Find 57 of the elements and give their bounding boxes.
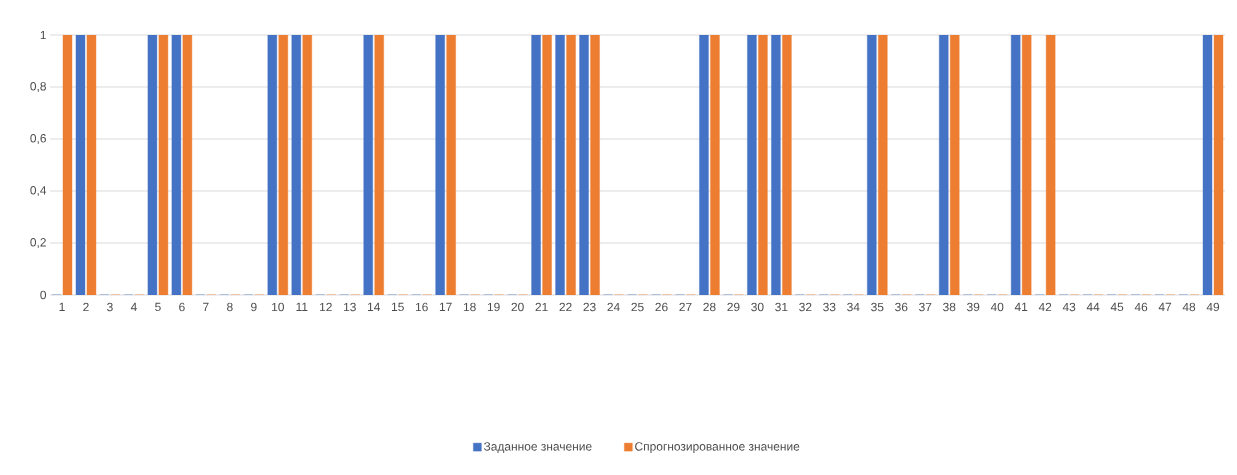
x-tick-label: 28 bbox=[703, 302, 716, 312]
x-tick-label: 32 bbox=[799, 302, 812, 312]
x-tick-label: 17 bbox=[439, 302, 452, 311]
y-tick-label: 1 bbox=[40, 30, 46, 40]
x-tick-label: 21 bbox=[535, 302, 548, 312]
x-tick-label: 23 bbox=[583, 302, 596, 312]
x-tick-label: 25 bbox=[631, 302, 644, 312]
x-tick-label: 44 bbox=[1086, 302, 1100, 311]
x-tick-label: 39 bbox=[967, 302, 980, 312]
y-tick-label: 0,4 bbox=[30, 186, 47, 196]
x-tick-label: 18 bbox=[463, 302, 476, 312]
x-tick-label: 20 bbox=[511, 302, 524, 312]
y-tick-label: 0,6 bbox=[30, 134, 46, 144]
legend-label: Спрогнозированное значение bbox=[635, 442, 800, 454]
x-tick-label: 42 bbox=[1038, 302, 1052, 312]
x-tick-label: 34 bbox=[847, 302, 860, 312]
x-tick-label: 22 bbox=[559, 302, 572, 312]
y-tick-label: 0 bbox=[40, 290, 47, 300]
x-tick-label: 15 bbox=[391, 302, 404, 312]
x-tick-label: 27 bbox=[679, 302, 692, 312]
x-tick-label: 9 bbox=[251, 302, 257, 312]
x-tick-label: 1 bbox=[59, 302, 65, 311]
x-tick-label: 40 bbox=[990, 302, 1004, 312]
x-tick-label: 45 bbox=[1110, 302, 1124, 312]
x-tick-label: 8 bbox=[227, 302, 233, 312]
x-tick-label: 4 bbox=[130, 302, 137, 311]
x-tick-label: 31 bbox=[775, 302, 788, 312]
x-tick-label: 24 bbox=[607, 302, 620, 312]
y-tick-label: 0,2 bbox=[30, 238, 46, 248]
x-tick-label: 43 bbox=[1062, 302, 1076, 312]
x-tick-label: 37 bbox=[919, 302, 932, 312]
x-tick-label: 47 bbox=[1158, 302, 1172, 311]
x-tick-label: 36 bbox=[895, 302, 908, 312]
x-tick-label: 30 bbox=[751, 302, 764, 312]
x-tick-label: 6 bbox=[179, 302, 185, 312]
x-tick-label: 38 bbox=[943, 302, 956, 312]
x-tick-label: 2 bbox=[83, 302, 89, 312]
x-tick-label: 10 bbox=[272, 302, 284, 312]
x-tick-label: 7 bbox=[203, 302, 209, 311]
x-tick-label: 46 bbox=[1134, 302, 1148, 312]
x-tick-label: 14 bbox=[367, 302, 381, 311]
x-tick-label: 13 bbox=[344, 302, 356, 312]
x-tick-label: 12 bbox=[320, 302, 332, 312]
x-tick-label: 26 bbox=[655, 302, 668, 312]
x-tick-label: 33 bbox=[823, 302, 836, 312]
x-tick-label: 29 bbox=[727, 302, 740, 312]
x-tick-label: 3 bbox=[107, 302, 113, 312]
x-tick-label: 35 bbox=[871, 302, 884, 312]
x-tick-label: 48 bbox=[1182, 302, 1196, 312]
x-tick-label: 41 bbox=[1014, 302, 1028, 311]
legend-label: Заданное значение bbox=[483, 442, 592, 453]
x-tick-label: 5 bbox=[155, 302, 161, 312]
y-tick-label: 0,8 bbox=[30, 82, 46, 92]
x-tick-label: 16 bbox=[415, 302, 428, 312]
x-tick-label: 11 bbox=[296, 302, 308, 311]
x-tick-label: 49 bbox=[1206, 302, 1220, 312]
x-tick-label: 19 bbox=[487, 302, 500, 312]
